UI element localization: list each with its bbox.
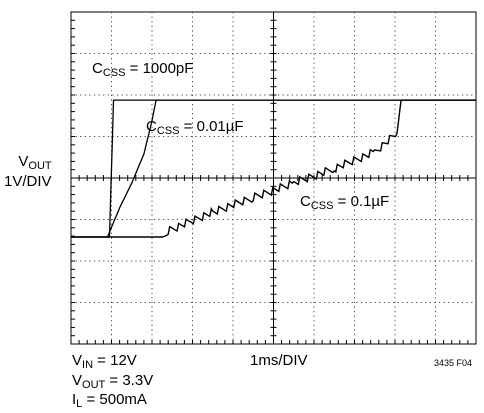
x-axis-scale-label: 1ms/DIV <box>250 352 308 369</box>
figure-id: 3435 F04 <box>434 358 473 368</box>
graticule <box>70 11 477 345</box>
series-label-1000pf: CCSS = 1000pF <box>92 60 194 79</box>
condition-il: IL = 500mA <box>72 391 147 410</box>
series-label-0.1uf: CCSS = 0.1µF <box>300 193 390 212</box>
y-axis-scale-label: 1V/DIV <box>4 173 52 190</box>
condition-vout: VOUT = 3.3V <box>72 372 154 391</box>
condition-vin: VIN = 12V <box>72 352 137 371</box>
series-label-0.01uf: CCSS = 0.01µF <box>146 118 244 137</box>
y-axis-label: VOUT <box>18 153 52 172</box>
trace-series-3 <box>71 99 476 238</box>
waveform-traces <box>71 99 476 238</box>
